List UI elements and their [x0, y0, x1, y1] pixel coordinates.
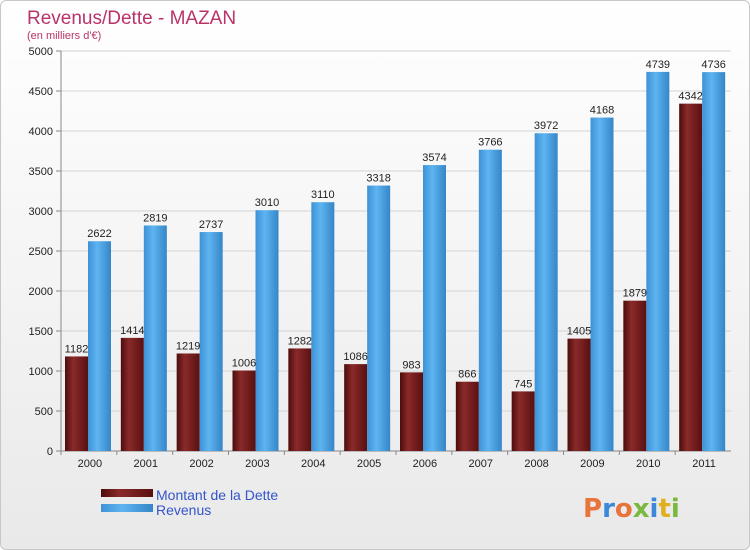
- revenue-bar: [590, 117, 614, 451]
- debt-value-label: 1282: [288, 335, 312, 347]
- revenue-value-label: 4168: [590, 105, 614, 117]
- data-labels: 1182 2622 1414 2819 1219 2737 1006 3010 1282 3110…: [65, 59, 726, 391]
- revenue-bar: [143, 225, 167, 451]
- proxiti-logo: Proxiti: [583, 494, 680, 524]
- x-tick-label: 2000: [78, 458, 102, 470]
- legend-label-debt: Montant de la Dette: [156, 487, 278, 503]
- revenue-value-label: 2737: [199, 219, 223, 231]
- revenue-value-label: 3766: [478, 137, 502, 149]
- x-tick-label: 2008: [524, 458, 548, 470]
- legend: Montant de la Dette Revenus: [101, 487, 278, 518]
- chart-subtitle: (en milliers d'€): [27, 30, 101, 42]
- debt-bar: [400, 372, 423, 451]
- y-tick-label: 1000: [29, 366, 53, 378]
- y-tick-label: 2500: [29, 246, 53, 258]
- debt-bar: [232, 370, 256, 451]
- debt-bar: [288, 348, 312, 451]
- revenue-bar: [311, 202, 335, 451]
- legend-label-revenue: Revenus: [156, 502, 211, 518]
- x-tick-label: 2011: [692, 458, 716, 470]
- revenue-bar: [423, 165, 446, 451]
- revenue-value-label: 2819: [143, 212, 167, 224]
- revenue-bar: [646, 71, 670, 451]
- y-tick-label: 3000: [29, 206, 53, 218]
- debt-bar: [65, 356, 88, 451]
- debt-value-label: 1182: [65, 343, 89, 355]
- revenue-value-label: 3010: [255, 197, 279, 209]
- logo-letter: o: [615, 494, 633, 524]
- debt-value-label: 983: [402, 359, 420, 371]
- debt-value-label: 1006: [232, 358, 256, 370]
- y-tick-label: 3500: [29, 166, 53, 178]
- debt-bar: [344, 364, 368, 451]
- revenue-bar: [255, 210, 279, 451]
- revenue-value-label: 3574: [422, 152, 446, 164]
- revenue-bar: [367, 185, 391, 451]
- y-tick-label: 0: [47, 446, 53, 458]
- revenue-value-label: 3318: [366, 173, 390, 185]
- x-tick-label: 2003: [245, 458, 269, 470]
- logo-letter: t: [658, 494, 670, 524]
- debt-bar: [455, 381, 479, 451]
- bars: [65, 71, 726, 452]
- logo-letter: i: [671, 494, 680, 524]
- x-tick-label: 2004: [301, 458, 325, 470]
- x-tick-label: 2005: [357, 458, 381, 470]
- y-tick-label: 2000: [29, 286, 53, 298]
- revenue-value-label: 3110: [311, 189, 335, 201]
- debt-value-label: 866: [458, 369, 476, 381]
- x-tick-label: 2002: [189, 458, 213, 470]
- logo-letter: P: [583, 494, 602, 524]
- logo-letter: i: [650, 494, 659, 524]
- chart-title: Revenus/Dette - MAZAN: [27, 8, 236, 29]
- x-tick-label: 2006: [413, 458, 437, 470]
- grid: [61, 50, 731, 452]
- debt-value-label: 4342: [678, 91, 702, 103]
- revenue-value-label: 2622: [87, 228, 111, 240]
- x-tick-label: 2010: [636, 458, 660, 470]
- y-tick-label: 1500: [29, 326, 53, 338]
- axes: 0 500 1000 1500 2000 2500 3000 3500 4000 4500 5000…: [29, 46, 731, 470]
- y-tick-label: 4000: [29, 126, 53, 138]
- revenue-bar: [88, 241, 111, 451]
- debt-value-label: 1086: [343, 351, 367, 363]
- y-tick-label: 4500: [29, 86, 53, 98]
- debt-bar: [511, 391, 535, 451]
- debt-bar: [623, 300, 647, 451]
- debt-bar: [176, 353, 200, 451]
- legend-swatch-debt: [101, 489, 153, 497]
- revenue-bar: [702, 72, 726, 452]
- revenue-bar: [478, 149, 502, 451]
- debt-value-label: 1414: [120, 325, 144, 337]
- debt-bar: [567, 338, 591, 451]
- debt-value-label: 745: [514, 378, 532, 390]
- debt-value-label: 1219: [176, 340, 200, 352]
- y-tick-label: 5000: [29, 46, 53, 58]
- debt-bar: [679, 103, 703, 451]
- revenue-bar: [534, 133, 558, 452]
- logo-letter: r: [602, 494, 615, 524]
- logo-letter: x: [633, 494, 650, 524]
- debt-value-label: 1405: [567, 326, 591, 338]
- debt-bar: [120, 337, 144, 451]
- x-tick-label: 2001: [134, 458, 158, 470]
- revenue-value-label: 4739: [646, 59, 670, 71]
- revenue-value-label: 4736: [701, 59, 725, 71]
- x-tick-label: 2009: [580, 458, 604, 470]
- debt-value-label: 1879: [623, 288, 647, 300]
- revenue-bar: [199, 232, 223, 451]
- revenue-value-label: 3972: [534, 120, 558, 132]
- legend-swatch-revenue: [101, 504, 153, 512]
- x-tick-label: 2007: [469, 458, 493, 470]
- y-tick-label: 500: [35, 406, 53, 418]
